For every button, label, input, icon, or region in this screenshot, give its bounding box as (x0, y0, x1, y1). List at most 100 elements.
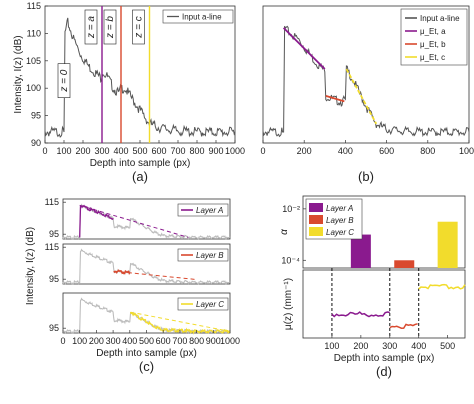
x-tick-label-c: 100 (72, 336, 87, 346)
legend-label-d: Layer A (326, 204, 353, 213)
x-tick-label-b: 600 (379, 146, 394, 156)
x-tick-label-d: 200 (353, 341, 368, 351)
y-tick-label-a: 115 (27, 1, 41, 11)
x-tick-label-a: 0 (42, 146, 47, 156)
x-axis-label-c: Depth into sample (px) (96, 348, 197, 359)
legend-swatch-d (309, 215, 323, 224)
marker-label: z = 0 (59, 69, 70, 92)
mu-segment (389, 323, 418, 329)
caption-a: (a) (132, 169, 148, 184)
x-tick-label-a: 800 (189, 146, 204, 156)
y-tick-label-d: 10⁻² (282, 204, 300, 214)
caption-b: (b) (358, 169, 374, 184)
x-tick-label-a: 500 (132, 146, 147, 156)
legend-box-c (177, 203, 229, 217)
y-tick-label-d: 10⁻⁴ (281, 255, 300, 265)
x-tick-label-c: 500 (139, 336, 154, 346)
fit-line-c (345, 68, 378, 125)
x-tick-label-a: 1000 (225, 146, 245, 156)
series-line-input-a-line (44, 17, 236, 138)
fit-extrapolation (79, 204, 189, 238)
x-tick-label-b: 200 (297, 146, 312, 156)
legend-label-b: μ_Et, a (420, 27, 446, 36)
legend-label-d: Layer B (326, 216, 354, 225)
x-tick-label-b: 1000 (459, 146, 474, 156)
mu-segment (331, 311, 390, 318)
x-tick-label-c: 600 (156, 336, 171, 346)
legend-label-b: μ_Et, c (420, 53, 445, 62)
x-tick-label-c: 400 (122, 336, 137, 346)
fit-line-b (325, 95, 345, 103)
x-tick-label-a: 700 (170, 146, 185, 156)
x-axis-label-d: Depth into sample (px) (334, 353, 435, 364)
mu-segment (418, 283, 466, 290)
y-axis-label-d-bottom: μ(z) (mm⁻¹) (283, 278, 294, 330)
axes-frame-c (62, 198, 231, 240)
axes-frame-d-bottom (302, 269, 466, 339)
x-tick-label-b: 800 (420, 146, 435, 156)
y-axis-label-a: Intensity, I(z) (dB) (13, 35, 24, 113)
legend-label-c: Layer C (196, 300, 224, 309)
x-tick-label-d: 300 (382, 341, 397, 351)
x-tick-label-a: 600 (151, 146, 166, 156)
marker-label: z = b (105, 16, 116, 39)
x-tick-label-d: 400 (411, 341, 426, 351)
y-axis-label-c: Intensity, I(z) (dB) (25, 227, 36, 305)
alpha-bar (350, 234, 371, 268)
x-axis-label-a: Depth into sample (px) (90, 158, 191, 169)
fit-extrapolation (130, 311, 231, 332)
y-tick-label-a: 100 (26, 83, 41, 93)
y-tick-label-c: 95 (49, 323, 59, 333)
x-tick-label-c: 1000 (220, 336, 240, 346)
x-tick-label-a: 300 (94, 146, 109, 156)
axes-frame-c (62, 243, 231, 285)
marker-label-box (103, 9, 117, 45)
marker-label: z = c (134, 16, 145, 38)
x-tick-label-b: 400 (338, 146, 353, 156)
fit-line-a (282, 27, 326, 70)
legend-label-b: Input a-line (420, 14, 460, 23)
y-tick-label-a: 95 (31, 111, 41, 121)
x-tick-label-a: 200 (75, 146, 90, 156)
marker-label: z = a (86, 16, 97, 39)
axes-frame-d-top (302, 195, 466, 269)
y-tick-label-c: 95 (49, 229, 59, 239)
x-tick-label-c: 900 (206, 336, 221, 346)
legend-box-a (162, 9, 234, 24)
panel-a: 0 100 200 300 400 500 600 700 800 900 1000 90 95 100 1… (13, 1, 245, 184)
y-tick-label-a: 105 (26, 56, 41, 66)
layer-trace-grey (62, 248, 231, 285)
alpha-bar (394, 260, 415, 268)
x-tick-label-a: 900 (208, 146, 223, 156)
caption-c: (c) (139, 359, 154, 374)
x-tick-label-c: 0 (60, 336, 65, 346)
x-tick-label-c: 300 (106, 336, 121, 346)
legend-label-c: Layer A (196, 206, 223, 215)
legend-swatch-d (309, 227, 323, 236)
x-tick-label-c: 200 (89, 336, 104, 346)
panel-b: 0 200 400 600 800 1000 Input a-line μ_Et, a μ_Et… (260, 5, 474, 184)
caption-d: (d) (376, 364, 392, 379)
x-tick-label-c: 700 (172, 336, 187, 346)
x-tick-label-d: 500 (440, 341, 455, 351)
y-tick-label-a: 110 (27, 28, 41, 38)
x-tick-label-b: 0 (260, 146, 265, 156)
legend-label-d: Layer C (326, 228, 354, 237)
y-tick-label-c: 115 (45, 197, 59, 207)
axes-frame-b (262, 5, 470, 144)
x-tick-label-d: 100 (324, 341, 339, 351)
x-tick-label-a: 400 (113, 146, 128, 156)
legend-label-a: Input a-line (182, 13, 222, 22)
x-tick-label-c: 800 (189, 336, 204, 346)
y-tick-label-a: 90 (31, 138, 41, 148)
y-tick-label-c: 95 (49, 274, 59, 284)
y-tick-label-c: 115 (45, 242, 59, 252)
legend-box-c (177, 248, 229, 262)
marker-label-box (132, 9, 145, 45)
legend-swatch-d (309, 203, 323, 212)
x-tick-label-a: 100 (56, 146, 71, 156)
alpha-bar (437, 221, 458, 268)
legend-label-c: Layer B (196, 251, 224, 260)
marker-label-box (84, 9, 98, 45)
